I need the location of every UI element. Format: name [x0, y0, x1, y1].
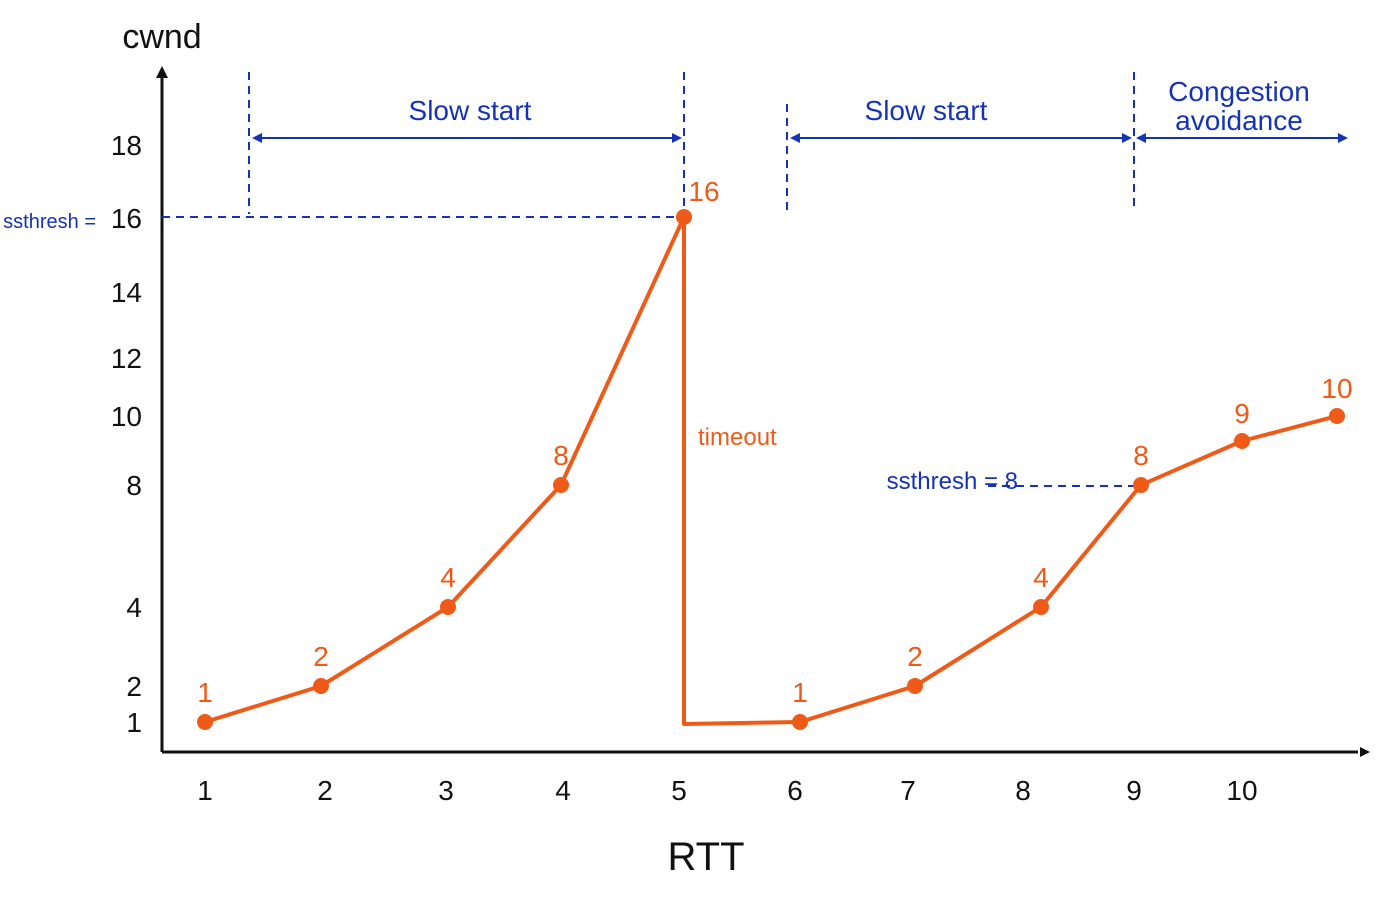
- phase-label-avoidance: avoidance: [1175, 105, 1303, 136]
- x-tick-label-2: 2: [317, 775, 333, 806]
- cwnd-point-label-5: 16: [688, 176, 719, 207]
- y-tick-label-12: 12: [111, 343, 142, 374]
- y-tick-label-16: 16: [111, 203, 142, 234]
- cwnd-point-label-2: 2: [313, 641, 329, 672]
- y-tick-label-4: 4: [126, 592, 142, 623]
- slow-start-2-right-arrow: [1122, 133, 1132, 143]
- phase-label-congestion: Congestion: [1168, 76, 1310, 107]
- x-tick-label-6: 6: [787, 775, 803, 806]
- x-axis-arrow: [1360, 747, 1370, 757]
- cwnd-point-label-3: 4: [440, 562, 456, 593]
- cwnd-point-label-4: 8: [553, 440, 569, 471]
- congestion-avoidance-left-arrow: [1136, 133, 1146, 143]
- cwnd-point-7: [907, 678, 923, 694]
- x-tick-label-7: 7: [900, 775, 916, 806]
- y-tick-label-1: 1: [126, 707, 142, 738]
- ssthresh-8-label: ssthresh = 8: [887, 468, 1018, 495]
- cwnd-point-6: [792, 714, 808, 730]
- x-tick-label-1: 1: [197, 775, 213, 806]
- x-tick-label-5: 5: [671, 775, 687, 806]
- cwnd-point-label-6: 1: [792, 677, 808, 708]
- y-tick-label-8: 8: [126, 470, 142, 501]
- cwnd-point-3: [440, 599, 456, 615]
- timeout-label: timeout: [698, 424, 777, 451]
- cwnd-point-4: [553, 477, 569, 493]
- x-tick-label-4: 4: [555, 775, 571, 806]
- cwnd-point-11: [1329, 408, 1345, 424]
- cwnd-point-label-7: 2: [907, 641, 923, 672]
- x-tick-label-8: 8: [1015, 775, 1031, 806]
- cwnd-series-line: [203, 215, 1339, 726]
- y-tick-label-2: 2: [126, 671, 142, 702]
- y-tick-label-14: 14: [111, 277, 142, 308]
- cwnd-point-label-11: 10: [1321, 373, 1352, 404]
- y-tick-label-10: 10: [111, 401, 142, 432]
- phase-label-slow-start-1: Slow start: [409, 95, 532, 126]
- cwnd-point-1: [197, 714, 213, 730]
- ssthresh-16-prefix: ssthresh =: [3, 211, 96, 233]
- cwnd-point-label-9: 8: [1133, 440, 1149, 471]
- congestion-avoidance-right-arrow: [1338, 133, 1348, 143]
- cwnd-point-9: [1133, 477, 1149, 493]
- cwnd-point-2: [313, 678, 329, 694]
- slow-start-1-right-arrow: [672, 133, 682, 143]
- cwnd-point-5: [676, 209, 692, 225]
- cwnd-point-label-1: 1: [197, 677, 213, 708]
- x-tick-label-9: 9: [1126, 775, 1142, 806]
- y-axis-title: cwnd: [122, 18, 201, 56]
- cwnd-point-8: [1033, 599, 1049, 615]
- y-axis-arrow: [156, 66, 168, 78]
- slow-start-1-left-arrow: [252, 133, 262, 143]
- cwnd-point-10: [1234, 433, 1250, 449]
- slow-start-2-left-arrow: [790, 133, 800, 143]
- cwnd-point-label-10: 9: [1234, 398, 1250, 429]
- cwnd-point-label-8: 4: [1033, 562, 1049, 593]
- x-tick-label-3: 3: [438, 775, 454, 806]
- phase-label-slow-start-2: Slow start: [865, 95, 988, 126]
- x-axis-title: RTT: [667, 835, 744, 879]
- y-tick-label-18: 18: [111, 130, 142, 161]
- x-tick-label-10: 10: [1226, 775, 1257, 806]
